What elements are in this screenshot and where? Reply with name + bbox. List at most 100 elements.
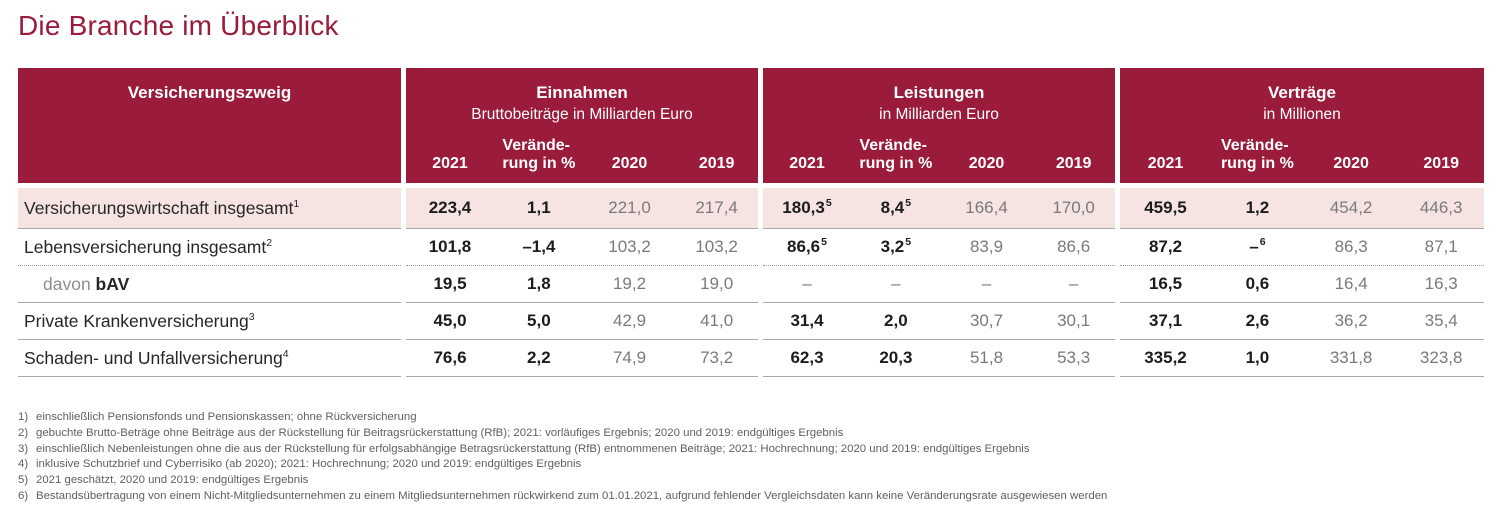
value-cell: 62,3 [763, 348, 851, 368]
value-text: 41,0 [700, 311, 734, 330]
value-cell: 86,3 [1304, 237, 1399, 257]
footnote-marker: 4) [18, 458, 29, 471]
value-cell: 20,3 [851, 348, 941, 368]
year-header-text: 2019 [1423, 155, 1459, 172]
value-cell: 459,5 [1120, 198, 1211, 218]
year-header-line: rung in % [859, 155, 933, 172]
value-cell: 16,3 [1398, 274, 1484, 294]
row-label: Schaden- und Unfallversicherung4 [18, 348, 401, 369]
year-header-line: rung in % [1220, 155, 1294, 172]
value-cell: 31,4 [763, 311, 851, 331]
value-text: 45,0 [433, 311, 467, 330]
group-subtitle: in Millionen [1263, 106, 1341, 123]
value-cell: 217,4 [675, 198, 758, 218]
footnote-text: einschließlich Nebenleistungen ohne die … [36, 442, 1030, 455]
footnote-ref: 5 [905, 197, 912, 210]
value-text: 335,2 [1144, 348, 1187, 367]
value-text: 35,4 [1424, 311, 1458, 330]
value-text: –1,4 [522, 237, 556, 256]
year-header-line: rung in % [502, 155, 576, 172]
table-row: davon bAV [18, 266, 401, 303]
footnote-marker: 6) [18, 489, 29, 502]
value-text: 459,5 [1144, 198, 1187, 217]
value-text: 87,2 [1148, 237, 1183, 256]
table-row-values: 101,8 –1,4 103,2 103,2 [406, 229, 758, 266]
value-text: – [981, 274, 992, 293]
year-column-header: 2021 [1120, 155, 1211, 173]
footnote: 5) 2021 geschätzt, 2020 und 2019: endgült… [18, 473, 1107, 489]
value-text: 51,8 [969, 348, 1004, 367]
footnote-marker: 1) [18, 411, 29, 423]
year-column-header: 2020 [941, 155, 1033, 173]
value-cell: 16,5 [1120, 274, 1211, 294]
footnote: 1) einschließlich Pensionsfonds und Pensi… [18, 410, 1107, 426]
column-group-einnahmen: Einnahmen Bruttobeiträge in Milliarden Eu… [406, 68, 758, 377]
value-cell: 331,8 [1304, 348, 1399, 368]
value-cell: 2,0 [851, 311, 941, 331]
year-column-header: 2019 [1032, 155, 1115, 173]
value-cell: 87,1 [1398, 237, 1484, 257]
value-text: 53,3 [1057, 348, 1091, 367]
table-row-values: 459,5 1,2 454,2 446,3 [1120, 188, 1484, 229]
table-row-values: 223,4 1,1 221,0 217,4 [406, 188, 758, 229]
value-cell: 74,9 [584, 348, 676, 368]
value-text: 101,8 [428, 237, 472, 256]
footnote-ref: 6 [1259, 236, 1266, 249]
value-cell: 1,8 [494, 274, 584, 294]
row-label: Private Krankenversicherung3 [18, 311, 401, 332]
row-label: Lebensversicherung insgesamt2 [18, 237, 401, 258]
footnote: 6) Bestandsübertragung von einem Nicht-Mi… [18, 489, 1107, 505]
year-column-header: 2020 [1304, 155, 1399, 173]
year-header-text: 2020 [1333, 155, 1369, 172]
table-row-values: 87,2 –6 86,3 87,1 [1120, 229, 1484, 266]
table-row: Lebensversicherung insgesamt2 [18, 229, 401, 266]
value-text: 0,6 [1245, 274, 1270, 293]
value-text: 2,2 [527, 348, 551, 367]
year-column-header: 2019 [1398, 155, 1484, 173]
footnote-ref: 2 [266, 236, 273, 249]
group-title: Leistungen [893, 83, 985, 102]
row-label: Versicherungswirtschaft insgesamt1 [18, 198, 401, 219]
value-text: 223,4 [428, 198, 472, 217]
footnote-ref: 5 [905, 236, 912, 249]
value-text: 74,9 [612, 348, 647, 367]
value-text: 16,3 [1424, 274, 1458, 293]
value-cell: 19,2 [584, 274, 676, 294]
value-text: 16,5 [1148, 274, 1183, 293]
value-text: 19,0 [700, 274, 734, 293]
value-cell: 73,2 [675, 348, 758, 368]
value-cell: 2,2 [494, 348, 584, 368]
value-text: 87,1 [1424, 237, 1458, 256]
value-cell: –6 [1211, 237, 1304, 257]
value-text: 1,0 [1245, 348, 1270, 367]
value-text: 454,2 [1329, 198, 1373, 217]
value-text: 2,0 [884, 311, 908, 330]
value-cell: 8,45 [851, 198, 941, 218]
footnote-marker: 2) [18, 426, 29, 439]
row-label-text: bAV [95, 273, 130, 294]
year-column-header: 2021 [406, 155, 494, 173]
value-text: 446,3 [1419, 198, 1463, 217]
value-text: 2,6 [1245, 311, 1270, 330]
value-cell: –1,4 [494, 237, 584, 257]
value-cell: 2,6 [1211, 311, 1304, 331]
value-cell: 221,0 [584, 198, 676, 218]
year-header-line: Verände- [859, 137, 928, 154]
group-subtitle: in Milliarden Euro [879, 106, 999, 123]
value-cell: 170,0 [1032, 198, 1115, 218]
value-cell: 16,4 [1304, 274, 1399, 294]
row-label-text: Versicherungswirtschaft insgesamt [24, 197, 294, 218]
row-label-prefix: davon [43, 273, 96, 294]
value-text: 30,7 [969, 311, 1004, 330]
row-label: davon bAV [18, 274, 401, 295]
table-row: Versicherungswirtschaft insgesamt1 [18, 188, 401, 229]
table-row-values: 16,5 0,6 16,4 16,3 [1120, 266, 1484, 303]
value-text: – [1068, 274, 1079, 293]
value-cell: 223,4 [406, 198, 494, 218]
value-text: 180,3 [782, 198, 825, 217]
value-cell: – [1032, 274, 1115, 294]
footnote: 2) gebuchte Brutto-Beträge ohne Beiträge … [18, 426, 1107, 442]
value-cell: 53,3 [1032, 348, 1115, 368]
value-cell: – [941, 274, 1033, 294]
